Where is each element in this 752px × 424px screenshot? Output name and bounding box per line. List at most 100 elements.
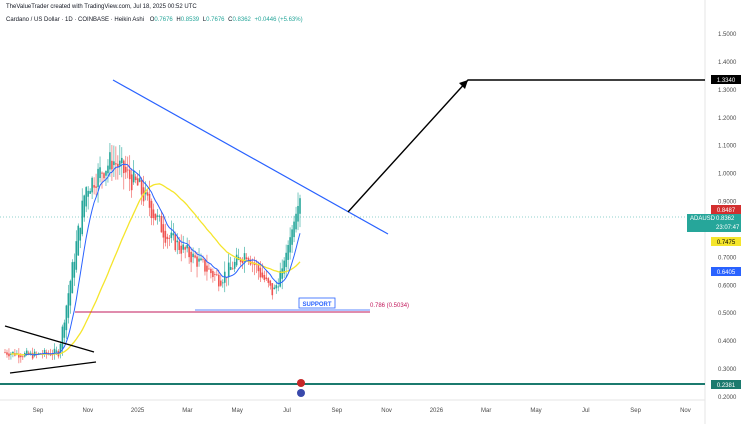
candle[interactable]: [55, 350, 58, 352]
descending-trendline[interactable]: [112, 79, 389, 235]
candle[interactable]: [71, 262, 74, 294]
candle[interactable]: [113, 161, 115, 166]
candle[interactable]: [257, 264, 260, 272]
candle[interactable]: [20, 355, 22, 358]
candle[interactable]: [124, 166, 127, 173]
candle[interactable]: [231, 268, 234, 270]
candle[interactable]: [51, 354, 54, 356]
candle[interactable]: [43, 349, 46, 355]
candle[interactable]: [99, 167, 101, 179]
candle[interactable]: [18, 353, 20, 358]
candle[interactable]: [265, 277, 268, 280]
candle[interactable]: [178, 241, 181, 251]
candle[interactable]: [180, 245, 183, 254]
candle[interactable]: [241, 260, 244, 264]
candle[interactable]: [176, 240, 179, 243]
candle[interactable]: [154, 213, 157, 220]
candle[interactable]: [239, 258, 242, 262]
candle[interactable]: [128, 169, 131, 180]
candle[interactable]: [69, 280, 72, 306]
candle[interactable]: [223, 271, 226, 283]
candle[interactable]: [273, 287, 276, 290]
candle[interactable]: [287, 244, 289, 260]
candle[interactable]: [97, 168, 99, 188]
candle[interactable]: [83, 195, 85, 218]
candle[interactable]: [202, 259, 204, 261]
candle[interactable]: [119, 160, 121, 166]
candle[interactable]: [4, 352, 6, 354]
candle[interactable]: [12, 351, 14, 355]
candle[interactable]: [214, 274, 216, 275]
candle[interactable]: [33, 351, 36, 356]
candle[interactable]: [87, 190, 89, 197]
candle[interactable]: [121, 157, 123, 164]
candle[interactable]: [27, 352, 30, 355]
candle[interactable]: [247, 258, 250, 262]
candle[interactable]: [130, 174, 133, 191]
candle[interactable]: [79, 227, 82, 241]
candle[interactable]: [111, 160, 113, 170]
candle[interactable]: [22, 356, 24, 358]
candle[interactable]: [140, 180, 143, 195]
candle[interactable]: [150, 200, 153, 219]
candle[interactable]: [122, 160, 125, 174]
flag-event-icon[interactable]: [297, 389, 305, 397]
candle[interactable]: [107, 165, 109, 174]
candle[interactable]: [200, 258, 202, 261]
candle[interactable]: [285, 252, 287, 268]
candle[interactable]: [146, 192, 149, 196]
candle[interactable]: [170, 232, 173, 238]
candle[interactable]: [229, 267, 232, 270]
candle[interactable]: [148, 193, 151, 208]
candle[interactable]: [188, 246, 190, 258]
candle[interactable]: [158, 215, 161, 217]
candle[interactable]: [61, 326, 64, 349]
candle[interactable]: [101, 172, 103, 174]
candle[interactable]: [29, 352, 32, 354]
candle[interactable]: [194, 255, 196, 258]
candle[interactable]: [37, 353, 40, 354]
candle[interactable]: [295, 213, 297, 230]
candle[interactable]: [59, 343, 62, 354]
candle[interactable]: [218, 274, 220, 287]
candle[interactable]: [25, 350, 28, 355]
candle[interactable]: [103, 173, 105, 179]
candle[interactable]: [277, 286, 280, 288]
candle[interactable]: [152, 209, 155, 219]
candle[interactable]: [105, 170, 107, 176]
candle[interactable]: [160, 215, 163, 233]
candle[interactable]: [279, 270, 282, 287]
candle[interactable]: [138, 178, 141, 182]
candle[interactable]: [172, 233, 175, 236]
candle[interactable]: [109, 152, 111, 170]
candle[interactable]: [91, 177, 93, 193]
candle[interactable]: [198, 258, 200, 262]
candle[interactable]: [221, 282, 224, 284]
candle[interactable]: [166, 236, 169, 240]
candle[interactable]: [192, 253, 194, 258]
candle[interactable]: [261, 272, 264, 278]
candle[interactable]: [168, 237, 171, 239]
candle[interactable]: [6, 352, 8, 355]
candle[interactable]: [45, 352, 48, 354]
candle[interactable]: [126, 169, 129, 171]
candle[interactable]: [269, 280, 272, 286]
candle[interactable]: [190, 251, 192, 263]
candle[interactable]: [156, 215, 159, 217]
candle[interactable]: [281, 268, 283, 279]
candle[interactable]: [196, 256, 198, 267]
candle[interactable]: [132, 170, 135, 183]
candle[interactable]: [289, 237, 291, 253]
candle[interactable]: [259, 267, 262, 278]
candle[interactable]: [216, 274, 218, 276]
candle[interactable]: [283, 260, 285, 274]
candle[interactable]: [233, 261, 236, 269]
candle[interactable]: [162, 224, 165, 238]
candles[interactable]: [4, 142, 301, 364]
candle[interactable]: [293, 221, 295, 238]
candle[interactable]: [212, 270, 214, 278]
candle[interactable]: [182, 244, 184, 250]
candle[interactable]: [291, 229, 293, 245]
candle[interactable]: [174, 234, 177, 251]
